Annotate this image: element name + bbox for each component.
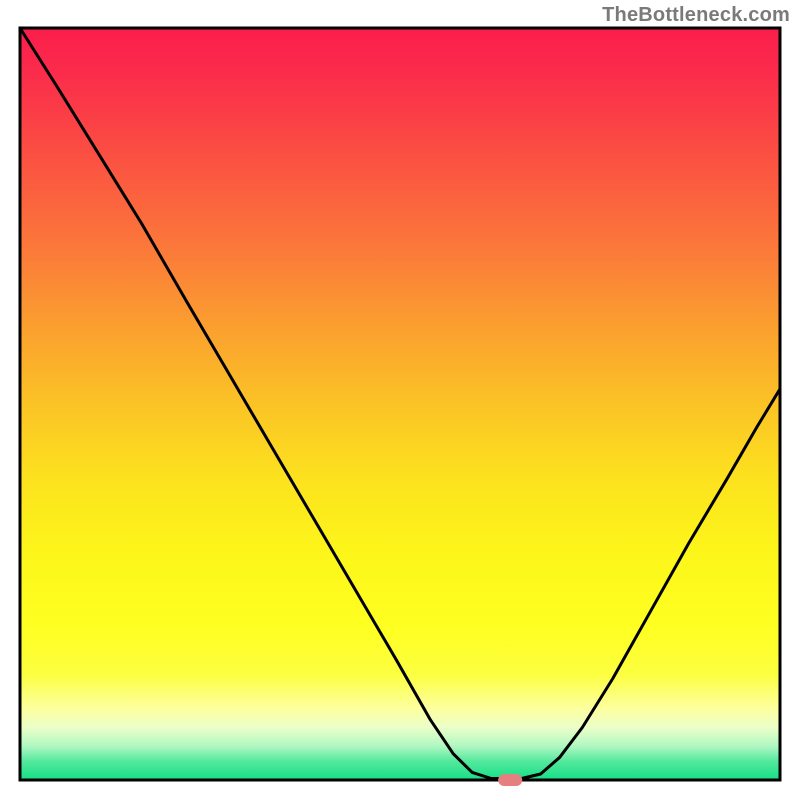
chart-svg	[0, 0, 800, 800]
bottleneck-chart: { "watermark": { "text": "TheBottleneck.…	[0, 0, 800, 800]
optimal-marker	[498, 774, 522, 786]
